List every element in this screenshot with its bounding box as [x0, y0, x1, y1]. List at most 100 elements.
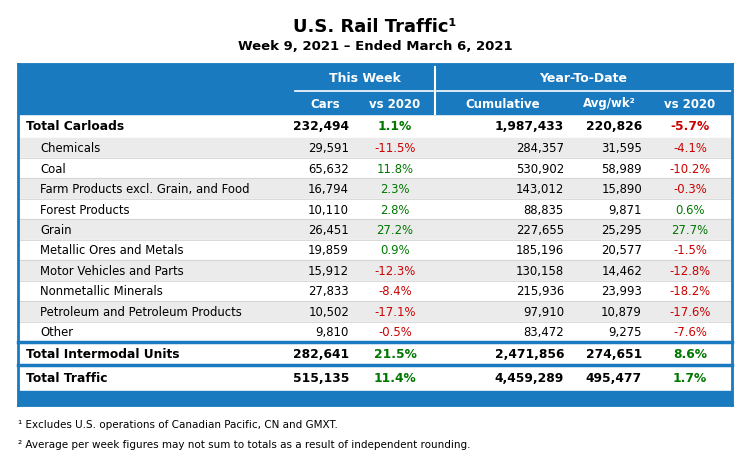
Text: 8.6%: 8.6% [673, 347, 707, 361]
Polygon shape [18, 342, 732, 366]
Text: -4.1%: -4.1% [673, 142, 707, 155]
Text: 0.6%: 0.6% [675, 203, 705, 216]
Text: 9,275: 9,275 [608, 325, 642, 338]
Text: 58,989: 58,989 [602, 163, 642, 175]
Text: Forest Products: Forest Products [40, 203, 130, 216]
Text: 143,012: 143,012 [516, 183, 564, 196]
Text: 2.3%: 2.3% [380, 183, 410, 196]
Text: 1.1%: 1.1% [378, 120, 412, 133]
Text: Chemicals: Chemicals [40, 142, 101, 155]
Text: 215,936: 215,936 [516, 285, 564, 298]
Text: 10,879: 10,879 [602, 305, 642, 318]
Text: This Week: This Week [329, 72, 401, 85]
Text: 15,890: 15,890 [602, 183, 642, 196]
Text: -5.7%: -5.7% [670, 120, 710, 133]
Polygon shape [18, 200, 732, 220]
Text: 232,494: 232,494 [293, 120, 349, 133]
Text: 9,810: 9,810 [316, 325, 349, 338]
Text: 4,459,289: 4,459,289 [495, 371, 564, 384]
Text: Grain: Grain [40, 224, 72, 237]
Text: 20,577: 20,577 [602, 244, 642, 257]
Text: -17.6%: -17.6% [669, 305, 711, 318]
Text: Petroleum and Petroleum Products: Petroleum and Petroleum Products [40, 305, 242, 318]
Polygon shape [18, 240, 732, 261]
Text: 1,987,433: 1,987,433 [495, 120, 564, 133]
Text: Week 9, 2021 – Ended March 6, 2021: Week 9, 2021 – Ended March 6, 2021 [238, 40, 512, 53]
Text: 97,910: 97,910 [523, 305, 564, 318]
Text: 274,651: 274,651 [586, 347, 642, 361]
Text: Cars: Cars [310, 97, 340, 110]
Polygon shape [18, 115, 732, 138]
Text: Avg/wk²: Avg/wk² [583, 97, 635, 110]
Text: 495,477: 495,477 [586, 371, 642, 384]
Polygon shape [18, 322, 732, 342]
Text: 15,912: 15,912 [308, 264, 349, 277]
Polygon shape [18, 138, 732, 159]
Polygon shape [18, 159, 732, 179]
Text: 220,826: 220,826 [586, 120, 642, 133]
Text: Other: Other [40, 325, 73, 338]
Polygon shape [18, 65, 732, 115]
Text: 282,641: 282,641 [292, 347, 349, 361]
Polygon shape [18, 366, 732, 389]
Text: 27.2%: 27.2% [376, 224, 413, 237]
Polygon shape [18, 391, 732, 405]
Text: -11.5%: -11.5% [374, 142, 416, 155]
Text: vs 2020: vs 2020 [369, 97, 421, 110]
Text: -17.1%: -17.1% [374, 305, 416, 318]
Text: -18.2%: -18.2% [670, 285, 710, 298]
Text: 530,902: 530,902 [516, 163, 564, 175]
Text: 10,110: 10,110 [308, 203, 349, 216]
Text: Total Intermodal Units: Total Intermodal Units [26, 347, 179, 361]
Text: -0.5%: -0.5% [378, 325, 412, 338]
Text: 130,158: 130,158 [516, 264, 564, 277]
Text: 2,471,856: 2,471,856 [494, 347, 564, 361]
Text: 26,451: 26,451 [308, 224, 349, 237]
Text: 25,295: 25,295 [602, 224, 642, 237]
Text: 2.8%: 2.8% [380, 203, 410, 216]
Text: Coal: Coal [40, 163, 66, 175]
Text: 27,833: 27,833 [308, 285, 349, 298]
Text: 21.5%: 21.5% [374, 347, 416, 361]
Text: 227,655: 227,655 [516, 224, 564, 237]
Polygon shape [18, 281, 732, 301]
Text: 1.7%: 1.7% [673, 371, 707, 384]
Text: U.S. Rail Traffic¹: U.S. Rail Traffic¹ [293, 18, 457, 36]
Text: vs 2020: vs 2020 [664, 97, 716, 110]
Text: Motor Vehicles and Parts: Motor Vehicles and Parts [40, 264, 184, 277]
Text: 11.8%: 11.8% [376, 163, 413, 175]
Text: Cumulative: Cumulative [465, 97, 540, 110]
Text: -8.4%: -8.4% [378, 285, 412, 298]
Text: Nonmetallic Minerals: Nonmetallic Minerals [40, 285, 163, 298]
Text: 16,794: 16,794 [308, 183, 349, 196]
Text: ² Average per week figures may not sum to totals as a result of independent roun: ² Average per week figures may not sum t… [18, 439, 470, 449]
Text: 31,595: 31,595 [602, 142, 642, 155]
Polygon shape [18, 261, 732, 281]
Polygon shape [18, 301, 732, 322]
Text: 29,591: 29,591 [308, 142, 349, 155]
Text: Metallic Ores and Metals: Metallic Ores and Metals [40, 244, 184, 257]
Text: -12.8%: -12.8% [670, 264, 710, 277]
Text: -0.3%: -0.3% [674, 183, 706, 196]
Text: 83,472: 83,472 [524, 325, 564, 338]
Text: Farm Products excl. Grain, and Food: Farm Products excl. Grain, and Food [40, 183, 250, 196]
Text: ¹ Excludes U.S. operations of Canadian Pacific, CN and GMXT.: ¹ Excludes U.S. operations of Canadian P… [18, 419, 338, 429]
Text: 185,196: 185,196 [516, 244, 564, 257]
Text: 23,993: 23,993 [602, 285, 642, 298]
Text: 88,835: 88,835 [524, 203, 564, 216]
Text: 19,859: 19,859 [308, 244, 349, 257]
Text: 0.9%: 0.9% [380, 244, 410, 257]
Text: Total Carloads: Total Carloads [26, 120, 124, 133]
Text: -7.6%: -7.6% [673, 325, 707, 338]
Text: 14,462: 14,462 [602, 264, 642, 277]
Text: 9,871: 9,871 [608, 203, 642, 216]
Polygon shape [18, 179, 732, 200]
Text: 10,502: 10,502 [308, 305, 349, 318]
Text: 27.7%: 27.7% [671, 224, 709, 237]
Text: -12.3%: -12.3% [374, 264, 416, 277]
Text: 65,632: 65,632 [308, 163, 349, 175]
Polygon shape [18, 220, 732, 240]
Text: -1.5%: -1.5% [673, 244, 707, 257]
Text: -10.2%: -10.2% [669, 163, 711, 175]
Text: Year-To-Date: Year-To-Date [539, 72, 628, 85]
